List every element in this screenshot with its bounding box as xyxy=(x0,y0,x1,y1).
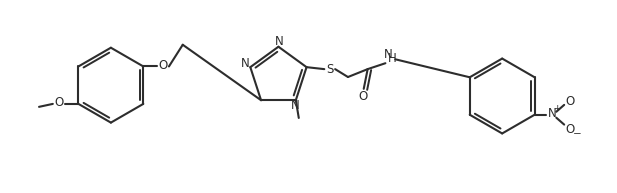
Text: O: O xyxy=(159,59,168,72)
Text: −: − xyxy=(573,130,581,140)
Text: +: + xyxy=(553,104,561,113)
Text: O: O xyxy=(54,96,64,109)
Text: O: O xyxy=(565,123,574,136)
Text: N: N xyxy=(548,107,557,120)
Text: N: N xyxy=(291,99,299,112)
Text: N: N xyxy=(384,48,393,61)
Text: N: N xyxy=(241,57,250,70)
Text: O: O xyxy=(565,95,574,108)
Text: O: O xyxy=(358,90,367,103)
Text: S: S xyxy=(326,63,334,76)
Text: N: N xyxy=(275,35,284,48)
Text: H: H xyxy=(388,52,397,65)
